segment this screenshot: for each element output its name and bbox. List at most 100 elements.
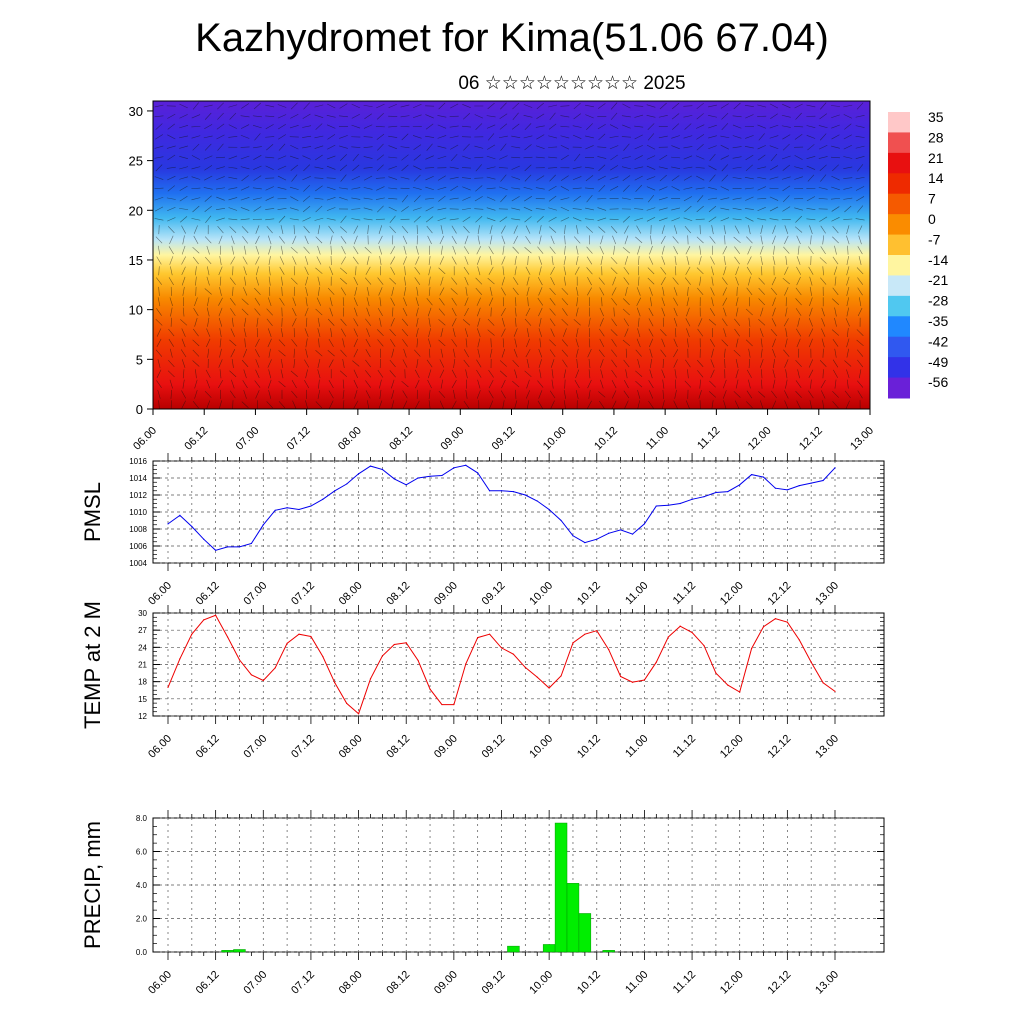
wind-barb: [857, 277, 864, 285]
x-tick-label: 11.12: [695, 425, 722, 452]
wind-barb: [735, 379, 739, 389]
wind-barb: [548, 146, 558, 148]
wind-barb: [340, 154, 347, 161]
wind-barb: [154, 218, 164, 221]
data-point: [596, 630, 598, 632]
wind-barb: [709, 308, 716, 316]
wind-barb: [255, 390, 260, 399]
wind-barb: [781, 114, 791, 118]
x-tick-label: 13.00: [813, 969, 841, 997]
wind-barb: [514, 307, 517, 317]
wind-barb: [412, 114, 422, 119]
wind-barb: [746, 401, 753, 409]
wind-barb: [253, 155, 262, 160]
wind-barb: [858, 256, 862, 265]
wind-barb: [785, 328, 788, 338]
wind-barb: [328, 338, 334, 347]
y-tick-label: 0.0: [136, 948, 148, 957]
wind-barb: [486, 124, 496, 129]
data-point: [584, 633, 586, 635]
wind-barb: [560, 154, 569, 161]
data-point: [703, 645, 705, 647]
colorbar-swatch: [888, 357, 910, 379]
wind-barb: [794, 125, 804, 128]
x-tick-label: 09.12: [490, 425, 518, 453]
wind-barb: [192, 339, 200, 347]
wind-barb: [154, 104, 164, 108]
wind-barb: [464, 307, 469, 317]
wind-barb: [363, 218, 373, 221]
wind-barb: [575, 328, 579, 338]
wind-barb: [315, 185, 323, 192]
x-tick-label: 09.00: [432, 580, 460, 608]
x-tick-label: 11.12: [671, 969, 698, 996]
wind-barb: [621, 166, 631, 170]
wind-barb: [511, 218, 521, 221]
wind-barb: [687, 286, 689, 296]
wind-barb: [490, 338, 492, 348]
wind-barb: [265, 156, 275, 159]
wind-barb: [724, 348, 726, 358]
data-point: [572, 642, 574, 644]
wind-barb: [193, 308, 199, 316]
wind-barb: [625, 369, 628, 379]
wind-barb: [390, 266, 396, 275]
x-tick-label: 08.00: [337, 733, 365, 761]
wind-barb: [806, 218, 816, 221]
wind-barb: [809, 276, 813, 286]
wind-barb: [376, 133, 385, 140]
x-tick-label: 06.00: [146, 969, 174, 997]
x-tick-label: 07.00: [234, 425, 262, 453]
wind-barb: [402, 359, 408, 368]
wind-barb: [708, 205, 717, 213]
wind-barb: [327, 103, 336, 109]
wind-barb: [722, 246, 728, 255]
wind-barb: [832, 225, 839, 234]
wind-barb: [560, 144, 570, 150]
wind-barb: [795, 390, 802, 398]
wind-barb: [735, 338, 739, 348]
wind-barb: [771, 400, 777, 409]
wind-barb: [378, 235, 383, 245]
wind-barb: [599, 318, 604, 327]
wind-barb: [711, 297, 714, 307]
wind-barb: [352, 360, 360, 367]
wind-barb: [389, 329, 396, 337]
wind-barb: [548, 104, 558, 108]
wind-barb: [206, 400, 211, 409]
wind-barb: [438, 339, 446, 347]
y-tick-label: 21: [138, 661, 147, 670]
wind-barb: [636, 287, 641, 296]
wind-barb: [207, 266, 210, 276]
wind-barb: [290, 164, 299, 171]
data-point: [334, 490, 336, 492]
wind-barb: [462, 155, 471, 160]
wind-barb: [451, 307, 457, 317]
wind-barb: [748, 276, 751, 286]
wind-barb: [474, 208, 484, 210]
wind-barb: [720, 217, 730, 222]
wind-barb: [486, 166, 496, 170]
wind-barb: [561, 298, 569, 306]
wind-barb: [353, 225, 359, 234]
wind-barb: [770, 329, 778, 337]
x-tick-label: 09.12: [480, 580, 508, 608]
wind-barb: [499, 360, 507, 367]
wind-barb: [662, 389, 665, 399]
wind-barb: [425, 114, 434, 119]
wind-barb: [428, 328, 431, 338]
wind-barb: [280, 328, 284, 338]
wind-barb: [687, 338, 689, 348]
wind-barb: [317, 286, 320, 296]
wind-barb: [414, 277, 421, 285]
wind-barb: [327, 318, 335, 326]
wind-barb: [340, 287, 347, 296]
wind-barb: [746, 236, 753, 244]
wind-barb: [461, 177, 472, 179]
wind-barb: [720, 155, 729, 160]
wind-barb: [351, 113, 360, 119]
wind-barb: [195, 266, 197, 276]
wind-barb: [463, 226, 470, 234]
wind-barb: [526, 400, 530, 409]
wind-barb: [155, 349, 163, 357]
